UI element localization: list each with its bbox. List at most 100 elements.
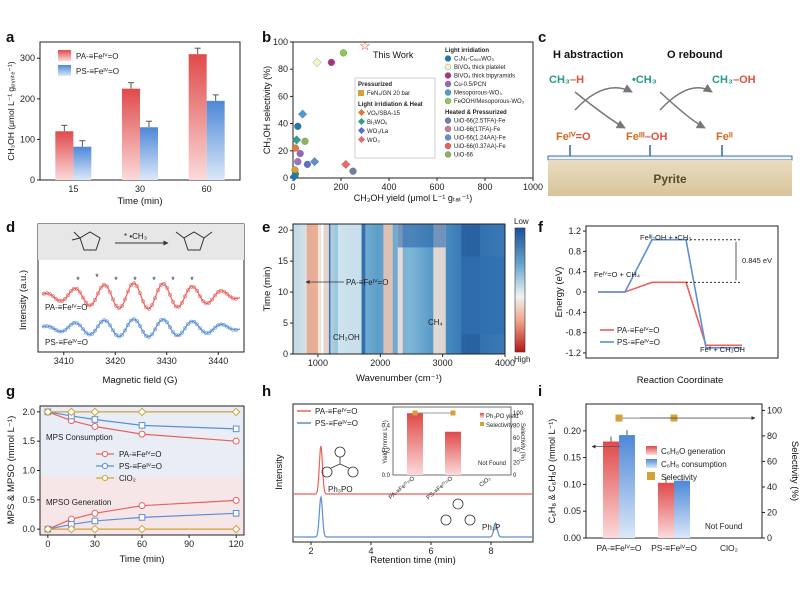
- panel-d-curve-pa-marker: [156, 288, 160, 293]
- panel-b-legend-swatch: [357, 135, 366, 144]
- panel-e-ytick-label: 15: [278, 256, 288, 266]
- panel-d-curve-pa-marker: [126, 289, 130, 294]
- panel-d-curve-ps-marker: [111, 328, 115, 333]
- panel-d-curve-pa-marker: [120, 304, 124, 308]
- panel-d-curve-ps-marker: [192, 319, 196, 324]
- panel-h-inset-legend-selectivity: Selectivity: [486, 423, 513, 429]
- panel-d-curve-pa-marker: [99, 285, 103, 290]
- panel-c-mechanism: H abstraction O rebound CH₃–H •CH₃ CH₃–O…: [547, 49, 793, 196]
- panel-g-marker: [138, 422, 146, 429]
- panel-d-curve-ps-marker: [48, 324, 52, 329]
- panel-d-curve-ps-marker: [186, 322, 190, 327]
- panel-g-note-consumption: MPS Consumption: [46, 433, 113, 442]
- panel-a-bar: [206, 100, 225, 180]
- panel-e-xlabel: Wavenumber (cm⁻¹): [356, 373, 442, 384]
- panel-d-curve-ps-marker: [114, 332, 118, 337]
- panel-b-point: [296, 149, 304, 158]
- panel-h-inset-y2tick-label: 80: [513, 423, 520, 429]
- panel-g-legend-marker: [101, 450, 109, 458]
- panel-d-chart: * •CH₃ * * * * * * * 3410 3420 3430 3440 PA-≡Feᴵⱽ…: [18, 223, 245, 386]
- panel-d-curve-pa-marker: [153, 296, 157, 301]
- panel-b-ytick-label: 40: [278, 119, 288, 129]
- panel-h-inset-ytick-label: 0.0: [382, 473, 391, 479]
- panel-g-marker: [231, 407, 241, 417]
- panel-d-curve-pa-marker: [93, 298, 97, 302]
- arrow-h-abstraction-down: [574, 91, 626, 129]
- panel-i-bar: [658, 482, 674, 538]
- panel-b-legend-swatch: [444, 142, 452, 150]
- panel-i-legend-sel: Selectivity: [661, 473, 697, 482]
- panel-e-band: [397, 224, 446, 248]
- panel-g-marker: [137, 524, 147, 534]
- panel-g-xtick-label: 60: [137, 539, 147, 549]
- panel-d-curve-ps-marker: [117, 334, 121, 339]
- panel-h-legend-pa: PA-≡Feᴵⱽ=O: [315, 407, 357, 416]
- panel-d-curve-ps-marker: [213, 325, 217, 330]
- panel-g-marker: [43, 407, 53, 417]
- panel-b-ytick-label: 0: [283, 173, 288, 183]
- panel-d-curve-ps-marker: [210, 328, 214, 333]
- panel-d-curve-pa-marker: [60, 299, 64, 303]
- panel-h-inset-bar: [407, 413, 423, 475]
- panel-d-curve-ps-marker: [132, 317, 136, 322]
- panel-b-legend-entry: FeN₄/GN 20 bar: [367, 91, 410, 97]
- this-work-star-icon: ☆: [359, 38, 371, 53]
- panel-b-legend-swatch: [357, 117, 366, 126]
- panel-d-curve-ps-marker: [165, 320, 169, 325]
- panel-b-legend-swatch: [444, 72, 452, 79]
- panel-g-marker: [232, 510, 240, 517]
- panel-b-legend-swatch: [357, 126, 366, 135]
- panel-h-xtick-label: 8: [488, 546, 493, 556]
- panel-label-e: e: [262, 219, 270, 236]
- pyrite-slab: [548, 160, 792, 196]
- panel-d-curve-pa-marker: [177, 304, 181, 309]
- panel-b-legend-swatch: [444, 89, 452, 96]
- panel-b-point: [292, 135, 302, 145]
- panel-d-curve-pa-marker: [69, 289, 73, 294]
- panel-b-legend-entry: UiO-66(2.5TFA)-Fe: [454, 119, 506, 125]
- panel-b-this-work-label: This Work: [373, 50, 414, 60]
- panel-e-ytick-label: 10: [278, 287, 288, 297]
- panel-b-xtick-label: 1000: [523, 182, 543, 192]
- panel-b-point: [310, 157, 320, 167]
- panel-d-curve-pa-marker: [114, 303, 118, 308]
- panel-f-mid-label: Feᴵᴵᴵ-OH + •CH₃: [640, 233, 691, 242]
- panel-d-ylabel: Intensity (a.u.): [18, 270, 29, 330]
- methyl-radical-label: •CH₃: [632, 74, 657, 86]
- panel-b-point: [289, 172, 299, 182]
- arrow-h-abstraction-up: [574, 84, 633, 111]
- panel-i-y2tick-label: 20: [767, 507, 777, 517]
- panel-d-curve-pa-marker: [180, 300, 184, 305]
- panel-a-xtick-label: 30: [135, 184, 145, 194]
- panel-i-legend-swatch-cons: [646, 459, 657, 468]
- panel-h-xlabel: Retention time (min): [370, 555, 456, 566]
- panel-b-ytick-label: 60: [278, 91, 288, 101]
- panel-i-ytick-label: 0.00: [563, 533, 581, 543]
- panel-e-xtick-label: 4000: [495, 358, 515, 368]
- panel-a-ytick-label: 0: [30, 175, 35, 185]
- panel-d-curve-ps-marker: [150, 332, 154, 337]
- panel-e-xtick-label: 3000: [433, 358, 453, 368]
- panel-d-curve-pa-marker: [225, 291, 229, 296]
- panel-label-f: f: [538, 219, 544, 236]
- panel-b-ytick-label: 100: [273, 37, 288, 47]
- panel-g-ytick-label: 2.0: [22, 407, 35, 417]
- panel-d-curve-ps-marker: [180, 330, 184, 335]
- panel-b-point: [327, 58, 335, 66]
- panel-d-curve-ps-marker: [75, 321, 79, 326]
- panel-a-bar: [122, 88, 140, 180]
- panel-g-marker: [67, 407, 76, 417]
- panel-b-point: [303, 160, 311, 168]
- panel-i-legend-cons: C₆H₈ consumption: [661, 460, 727, 469]
- panel-d-curve-ps-marker: [129, 318, 133, 323]
- panel-d-curve-ps: [41, 318, 241, 338]
- panel-d-curve-pa-marker: [96, 291, 100, 296]
- panel-g-marker: [91, 416, 99, 423]
- panel-a-xtick-label: 15: [68, 184, 78, 194]
- panel-i-ytick-label: 0.10: [563, 479, 581, 489]
- panel-h-ylabel: Intensity: [274, 454, 285, 490]
- panel-e-xtick-label: 1000: [308, 358, 328, 368]
- panel-d-curve-ps-marker: [99, 320, 103, 325]
- panel-h-peak-ph3p: Ph₃P: [482, 523, 500, 532]
- panel-h-xtick-label: 2: [308, 546, 313, 556]
